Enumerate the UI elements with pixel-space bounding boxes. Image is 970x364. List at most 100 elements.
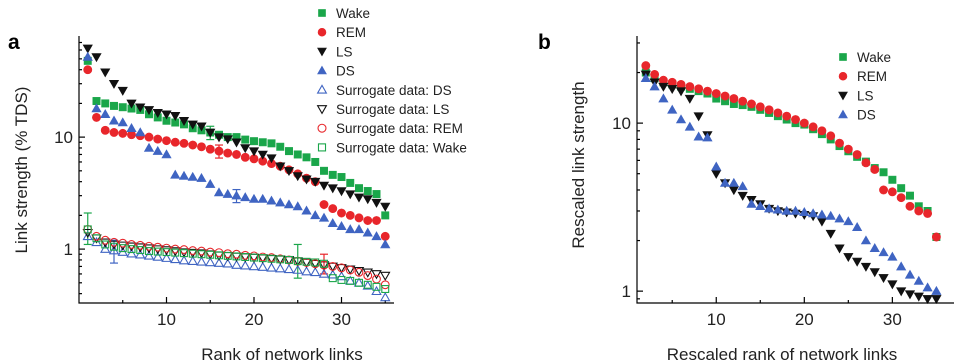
panel-a-point-surrogate-data-rem: [135, 240, 145, 250]
panel-a-legend-label-ds: DS: [336, 64, 355, 79]
panel-b-point-rem: [826, 131, 836, 141]
panel-a-point-rem: [363, 216, 373, 225]
panel-b-point-rem: [773, 108, 783, 118]
panel-a-point-surrogate-data-ds: [161, 252, 172, 262]
panel-a-point-ds: [380, 239, 391, 249]
panel-a-point-ls: [126, 99, 137, 109]
panel-a-point-ds: [178, 170, 190, 180]
panel-a-point-surrogate-data-ls: [327, 262, 338, 272]
panel-a-point-surrogate-data-wake: [267, 254, 276, 263]
panel-a-point-ls: [362, 195, 373, 205]
panel-a-point-surrogate-data-wake: [215, 251, 223, 260]
panel-b-point-ds: [922, 282, 933, 292]
panel-a-point-ds: [205, 178, 216, 188]
panel-a-point-surrogate-data-rem: [354, 267, 364, 277]
panel-b-point-ls: [816, 217, 828, 227]
panel-a-point-surrogate-data-ds: [143, 250, 155, 260]
panel-b-legend-label-ls: LS: [857, 88, 874, 103]
panel-a-legend-marker-ls: [317, 47, 327, 57]
panel-a-point-surrogate-data-ds: [248, 261, 260, 271]
panel-a-point-wake: [302, 153, 311, 162]
panel-a-point-ls: [248, 147, 260, 157]
panel-a-legend-item-wake: Wake: [318, 6, 370, 21]
panel-a-point-surrogate-data-rem: [118, 238, 128, 248]
panel-b-point-wake: [905, 191, 914, 200]
panel-b-y-axis-title: Rescaled link strength: [569, 81, 588, 248]
panel-b-point-ls: [852, 257, 863, 267]
panel-b-point-rem: [791, 115, 800, 125]
panel-a-y-axis-title: Link strength (% TDS): [12, 87, 31, 254]
panel-a-point-surrogate-data-ds: [310, 266, 321, 277]
panel-a-point-ds: [222, 188, 233, 198]
panel-a-point-wake: [110, 101, 118, 110]
panel-a-point-surrogate-data-ds: [178, 255, 190, 265]
panel-b-point-ds: [869, 243, 880, 253]
panel-b-ticks: 10 20 30 1 10: [612, 42, 937, 329]
panel-b-point-rem: [782, 111, 792, 121]
panel-a-point-surrogate-data-ds: [283, 263, 295, 274]
panel-a-legend-marker-surrogate-data-ls: [316, 105, 328, 115]
panel-a-point-surrogate-data-ds: [196, 256, 207, 266]
panel-a-legend-marker-ds: [317, 65, 327, 75]
panel-b-point-ds: [913, 275, 924, 285]
panel-b-point-rem: [703, 86, 712, 96]
panel-b-point-rem: [931, 232, 941, 242]
panel-a-point-rem: [170, 137, 180, 147]
panel-b-point-ls: [728, 186, 739, 196]
panel-b-point-ds: [816, 209, 828, 219]
panel-b-point-rem: [729, 94, 739, 104]
panel-a-point-ds: [345, 224, 356, 234]
panel-b-y-tick-label-10: 10: [612, 114, 631, 133]
panel-b-legend-marker-ds: [838, 109, 848, 119]
panel-a-point-surrogate-data-ls: [310, 259, 321, 270]
panel-a-point-surrogate-data-ds: [301, 266, 312, 276]
panel-b-point-ds: [755, 201, 766, 211]
panel-a-point-wake: [267, 139, 276, 148]
panel-a-legend-label-surrogate-data-wake: Surrogate data: Wake: [336, 140, 467, 155]
panel-b-point-rem: [799, 118, 809, 128]
panel-a-legend-item-surrogate-data-rem: Surrogate data: REM: [317, 121, 463, 136]
panel-a-legend-item-ds: DS: [317, 64, 355, 79]
panel-b-point-ls: [711, 169, 722, 179]
panel-b-point-ls: [825, 229, 836, 239]
panel-a-point-surrogate-data-wake: [346, 276, 355, 285]
panel-a-point-ds: [231, 190, 242, 200]
panel-a-point-surrogate-data-wake: [118, 244, 127, 253]
panel-a-point-surrogate-data-wake: [223, 251, 232, 260]
panel-a-point-surrogate-data-ls: [117, 241, 128, 251]
panel-a-point-ds: [213, 187, 225, 197]
panel-b-point-wake: [879, 168, 888, 177]
panel-a-point-surrogate-data-ds: [187, 255, 198, 265]
panel-a-point-ds: [91, 103, 102, 113]
panel-a-point-surrogate-data-ds: [126, 248, 137, 258]
panel-a-point-surrogate-data-wake: [355, 278, 363, 287]
panel-b-point-ls: [913, 292, 924, 302]
panel-a-point-rem: [162, 136, 171, 146]
panel-b-point-ds: [887, 251, 898, 261]
panel-b-point-rem: [861, 158, 871, 168]
panel-a-point-surrogate-data-wake: [320, 259, 328, 268]
panel-a-point-surrogate-data-ls: [135, 243, 146, 253]
panel-a-point-surrogate-data-rem: [232, 249, 241, 259]
panel-b-point-ds: [737, 181, 748, 191]
panel-a-point-surrogate-data-wake: [241, 253, 250, 261]
panel-a-point-rem: [232, 150, 241, 159]
panel-a-point-surrogate-data-rem: [345, 265, 355, 275]
panel-a-point-ls: [100, 68, 111, 78]
panel-a-point-ds: [126, 123, 137, 133]
panel-a-point-ds: [240, 192, 251, 202]
panel-a-point-surrogate-data-ds: [266, 262, 277, 272]
panel-a-point-surrogate-data-rem: [205, 247, 215, 257]
panel-b-label: b: [538, 31, 551, 54]
panel-a-point-surrogate-data-wake: [136, 246, 145, 255]
panel-a-point-surrogate-data-ds: [231, 259, 242, 269]
panel-a-point-ls: [240, 144, 251, 154]
panel-a-legend-label-surrogate-data-rem: Surrogate data: REM: [336, 121, 463, 136]
panel-a-point-surrogate-data-ds: [336, 271, 347, 281]
panel-a-point-surrogate-data-ds: [292, 264, 303, 274]
panel-a-axis-lines: [78, 36, 394, 304]
panel-b-series-rem: [641, 61, 941, 242]
panel-b-point-rem: [914, 206, 924, 216]
panel-a-point-ls: [310, 177, 321, 187]
